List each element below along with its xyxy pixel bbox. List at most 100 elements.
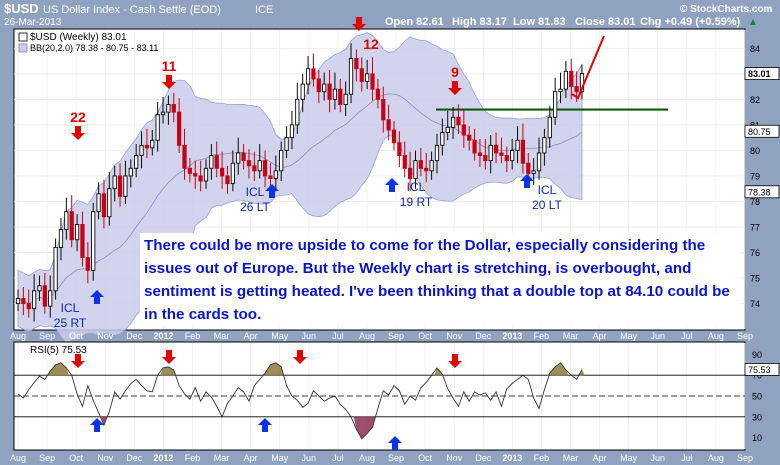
rsi-x-tick-label: Nov — [97, 453, 114, 463]
count-label: 9 — [451, 64, 459, 80]
header-high: High 83.17 — [452, 16, 507, 28]
candle-up — [413, 160, 418, 179]
rsi-x-tick-label: Oct — [418, 453, 433, 463]
x-tick-label: Aug — [708, 331, 724, 341]
rsi-x-tick-label: Aug — [708, 453, 724, 463]
candle-down — [171, 104, 176, 113]
price-tick-label: 79 — [750, 171, 760, 181]
rsi-x-tick-label: 2013 — [502, 453, 522, 463]
candle-up — [123, 175, 128, 197]
candle-up — [536, 152, 542, 172]
cycle-low-label: 20 LT — [532, 198, 562, 212]
candle-up — [160, 111, 166, 116]
candle-down — [101, 193, 107, 218]
rsi-markers — [71, 350, 462, 450]
candle-up — [553, 91, 558, 118]
x-axis-main: Aug Sep Oct Nov Dec 2012 Feb Mar Apr May Jun Jul Aug… — [10, 331, 753, 341]
x-tick-label: Jul — [681, 331, 693, 341]
rsi-overbought-fill — [262, 362, 284, 376]
rsi-x-tick-label: Jun — [651, 453, 666, 463]
candle-up — [53, 246, 58, 292]
x-tick-label: Jul — [332, 331, 344, 341]
x-tick-label: Mar — [563, 331, 579, 341]
price-tick-label: 75 — [750, 274, 760, 284]
rsi-x-tick-label: Dec — [475, 453, 492, 463]
candle-down — [219, 167, 225, 177]
cycle-low-label: ICL — [246, 185, 265, 199]
candle-down — [316, 78, 321, 93]
candle-up — [515, 139, 520, 151]
candle-down — [526, 162, 531, 174]
header-symbol: $USD — [4, 1, 39, 16]
rsi-x-tick-label: May — [271, 453, 289, 463]
candle-up — [257, 160, 262, 172]
candle-down — [381, 98, 386, 121]
cycle-low-label: 19 RT — [400, 195, 433, 209]
candle-down — [182, 144, 187, 169]
candle-up — [209, 155, 214, 169]
candle-up — [510, 149, 515, 162]
rsi-axis: 103050709075.53 — [744, 350, 780, 443]
candle-up — [322, 83, 327, 93]
candle-up — [434, 144, 440, 162]
rsi-x-tick-label: Sep — [39, 453, 55, 463]
candle-up — [365, 73, 370, 82]
x-tick-label: Dec — [475, 331, 492, 341]
rsi-x-tick-label: 2012 — [153, 453, 173, 463]
legend-rsi: RSI(5) 75.53 — [30, 345, 87, 356]
rsi-badge: 75.53 — [748, 365, 771, 375]
price-badge-box — [744, 67, 780, 80]
price-tick-label: 76 — [750, 248, 760, 258]
candle-down — [252, 165, 257, 172]
rsi-tick-label: 90 — [752, 350, 762, 360]
x-tick-label: Apr — [593, 331, 607, 341]
candle-up — [48, 290, 53, 307]
candle-down — [504, 155, 509, 162]
candle-down — [268, 175, 273, 179]
price-tick-label: 78 — [750, 197, 760, 207]
candle-up — [139, 144, 144, 156]
price-tick-label: 84 — [750, 44, 760, 54]
rsi-x-tick-label: Nov — [446, 453, 463, 463]
candle-down — [225, 175, 230, 185]
rsi-overbought-fill — [547, 362, 569, 376]
rsi-x-tick-label: Feb — [534, 453, 550, 463]
rsi-x-tick-label: Jul — [332, 453, 344, 463]
x-tick-label: May — [620, 331, 638, 341]
legend-main: $USD (Weekly) 83.01 — [30, 32, 127, 43]
count-down-arrow — [448, 81, 462, 95]
candle-down — [354, 58, 359, 70]
candle-up — [31, 290, 37, 310]
price-badge: 80.75 — [748, 127, 771, 137]
price-candles — [15, 43, 585, 322]
candle-down — [21, 298, 26, 305]
rsi-x-tick-label: Aug — [359, 453, 375, 463]
candle-up — [37, 285, 42, 292]
candle-down — [42, 285, 47, 307]
candle-up — [203, 167, 209, 182]
rsi-x-tick-label: Apr — [593, 453, 607, 463]
price-badge-box — [744, 185, 780, 199]
price-tick-label: 80 — [750, 146, 760, 156]
header-close: Close 83.01 — [575, 16, 636, 28]
rsi-x-tick-label: Sep — [388, 453, 404, 463]
candle-up — [531, 170, 536, 174]
x-tick-label: Nov — [446, 331, 463, 341]
count-down-arrow — [71, 126, 85, 140]
candle-up — [450, 116, 456, 128]
rsi-overbought-fill — [160, 366, 177, 376]
x-tick-label: Dec — [126, 331, 143, 341]
brand-logo: © StockCharts.com — [680, 4, 773, 15]
candle-down — [262, 160, 268, 177]
x-tick-label: 2013 — [502, 331, 522, 341]
candle-up — [74, 223, 80, 241]
candle-up — [64, 211, 69, 231]
candle-down — [520, 139, 526, 164]
rsi-down-arrow — [162, 350, 176, 364]
count-label: 22 — [70, 109, 86, 125]
x-tick-label: Nov — [97, 331, 114, 341]
candle-down — [477, 152, 483, 156]
candle-down — [456, 116, 461, 126]
header-exchange: ICE — [255, 4, 273, 16]
